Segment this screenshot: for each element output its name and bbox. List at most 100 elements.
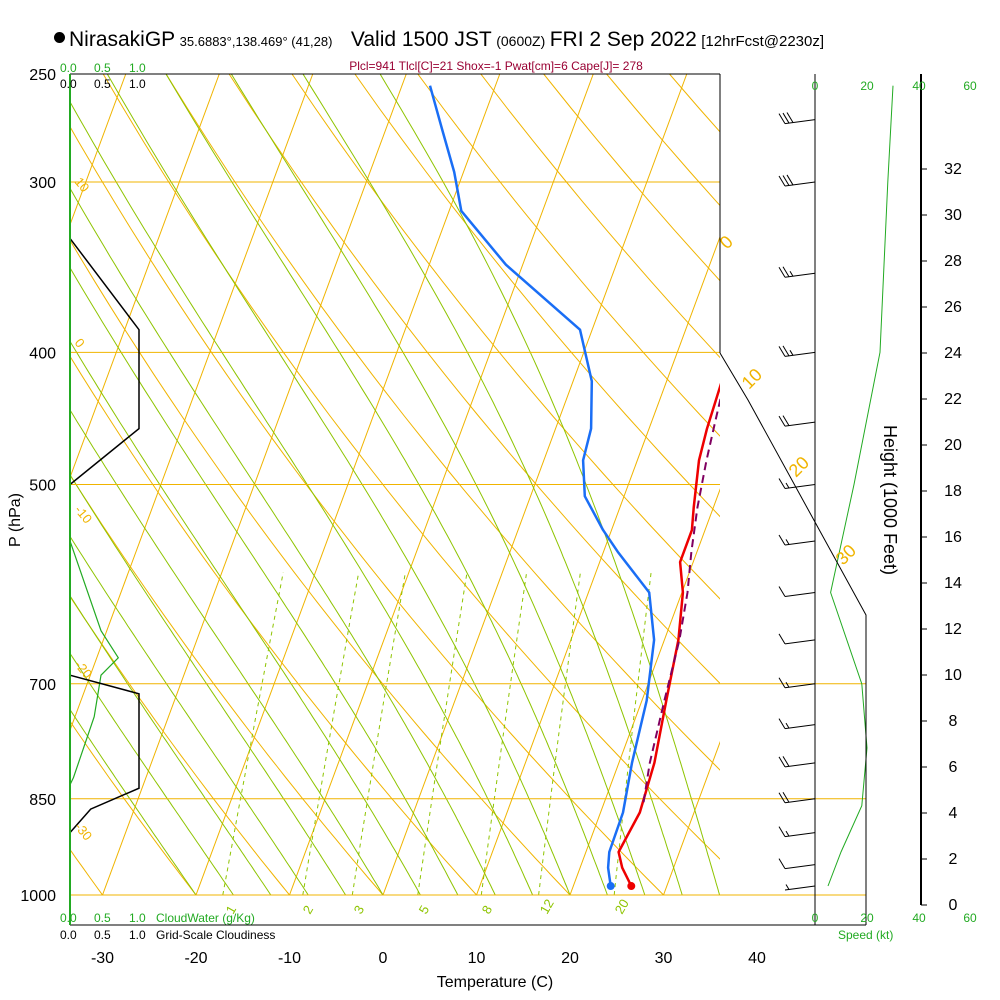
wind-barb-full (778, 858, 786, 869)
adiabat-label: 10 (738, 365, 766, 393)
wind-barb-full (786, 112, 794, 123)
cw-tick-bot-2: 1.0 (129, 911, 146, 925)
mixing-ratio-line (417, 572, 468, 895)
moist-adiabat-line (70, 594, 272, 895)
isotherm-line (757, 74, 1000, 895)
chart-title: NirasakiGP 35.6883°,138.469° (41,28) Val… (54, 28, 824, 52)
wind-barb-staff (784, 864, 816, 870)
moist-adiabat-line (70, 100, 534, 895)
isotherm-line (0, 74, 32, 895)
y-tick-label: 1000 (20, 888, 56, 905)
moist-adiabat-line (70, 408, 384, 895)
cw-tick-bot-1: 0.5 (94, 911, 111, 925)
isotherm-line (663, 740, 720, 895)
adiabat-label: 30 (832, 541, 860, 569)
valid-date: FRI 2 Sep 2022 (549, 28, 697, 51)
height-tick-label: 24 (944, 345, 962, 362)
mixing-ratio-line (351, 572, 406, 895)
wind-barb (778, 718, 816, 730)
wind-barb-staff (784, 683, 816, 689)
cl-tick-bot-2: 1.0 (129, 928, 146, 942)
height-tick-label: 16 (944, 529, 962, 546)
mixing-ratio-line (480, 572, 528, 895)
moist-adiabat-line (70, 473, 347, 895)
mixing-ratio-line (222, 572, 284, 895)
moist-adiabat-line (70, 187, 496, 895)
wind-barb-full (778, 718, 786, 729)
wind-barb-half (785, 884, 790, 890)
parcel-trace (642, 396, 720, 803)
mixing-ratio-line (613, 572, 652, 895)
wind-barb (778, 756, 816, 768)
wind-barb-half (789, 350, 794, 356)
y-tick-label: 300 (29, 175, 56, 192)
temperature-trace (617, 382, 720, 887)
wind-barb-full (782, 266, 790, 278)
moist-adiabat-line (70, 652, 234, 895)
wind-barb-staff (784, 421, 816, 427)
cl-tick-top-2: 1.0 (129, 77, 146, 91)
cloud-profiles (69, 237, 140, 834)
station-coords: 35.6883°,138.469° (41,28) (179, 34, 333, 49)
dry-adiabat-line (354, 74, 720, 518)
adiabat-label: 3 (351, 903, 368, 917)
wind-barb-full (782, 112, 790, 124)
isotherm-line (70, 74, 220, 479)
wind-barb-full (778, 478, 786, 489)
wind-barb-staff (784, 832, 816, 838)
moist-adiabat-line (70, 340, 421, 895)
dry-adiabat-line (291, 74, 720, 600)
height-tick-label: 4 (949, 805, 958, 822)
wind-barb-staff (784, 762, 816, 768)
x-axis-label: Temperature (C) (437, 974, 553, 991)
wind-barb-full (778, 677, 786, 689)
speed-tick-top-3: 60 (963, 79, 977, 93)
dry-adiabat-line (70, 720, 197, 895)
wind-barb (778, 586, 816, 597)
cloudiness-label: Grid-Scale Cloudiness (156, 928, 275, 942)
dry-adiabat-line (70, 474, 384, 895)
speed-tick-bot-0: 0 (812, 911, 819, 925)
moist-adiabat-line (70, 535, 309, 895)
moist-adiabat-line (165, 74, 608, 895)
valid-utc: (0600Z) (496, 33, 546, 49)
height-tick-label: 0 (949, 897, 958, 914)
station-name: NirasakiGP (69, 28, 176, 51)
wind-barb (778, 633, 816, 645)
speed-label: Speed (kt) (838, 928, 893, 942)
adiabat-label: 10 (72, 174, 93, 195)
dry-adiabat-line (165, 74, 720, 771)
dry-adiabat-line (228, 74, 720, 685)
wind-barb (778, 826, 816, 838)
wind-barb-half (785, 722, 790, 729)
height-tick-label: 20 (944, 437, 962, 454)
y-tick-labels: 250 300 400 500 700 850 1000 (20, 67, 56, 905)
cw-tick-top-0: 0.0 (60, 61, 77, 75)
y-tick-label: 250 (29, 67, 56, 84)
wind-barb-full (782, 345, 790, 357)
wind-barb-full (782, 756, 790, 767)
height-tick-label: 14 (944, 575, 962, 592)
moist-adiabat-line (106, 74, 571, 895)
station-dot-icon (54, 32, 65, 44)
dry-adiabat-line (480, 74, 720, 359)
valid-time: Valid 1500 JST (350, 28, 492, 51)
isotherm-line (70, 74, 127, 227)
height-tick-label: 28 (944, 253, 962, 270)
height-tick-label: 32 (944, 161, 962, 178)
speed-tick-bot-2: 40 (912, 911, 926, 925)
cloud-water-trace (69, 540, 120, 785)
wind-barb-full (778, 586, 786, 597)
adiabat-label: 20 (785, 453, 813, 481)
speed-tick-bot-1: 20 (860, 911, 874, 925)
x-tick-label: 10 (468, 950, 486, 967)
wind-barb (778, 677, 816, 689)
adiabat-label: 8 (479, 903, 496, 917)
wind-barb (778, 858, 816, 870)
adiabat-label: -10 (72, 502, 96, 526)
sounding-traces (428, 85, 720, 891)
dry-adiabat-line (102, 74, 720, 860)
wind-barb-full (778, 415, 786, 427)
height-tick-label: 12 (944, 621, 962, 638)
